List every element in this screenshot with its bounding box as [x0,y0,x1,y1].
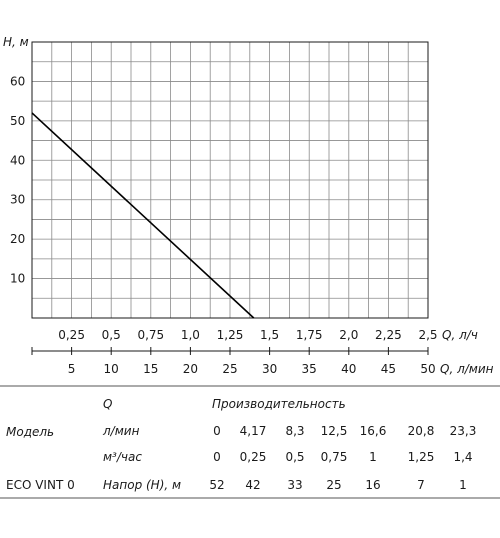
cell-flow-m3-hour: 1 [369,450,377,464]
unit-m3-hour: м³/час [103,450,142,464]
model-label: Модель [6,425,54,439]
performance-table: Q Производительность Модель л/мин м³/час… [0,385,500,499]
y-axis-label: H, м [3,35,29,49]
x-top-tick-label: 1,25 [217,328,244,342]
y-tick-label: 40 [10,153,25,167]
cell-head-m: 33 [287,478,302,492]
cell-head-m: 16 [365,478,380,492]
cell-flow-l-min: 20,8 [408,424,435,438]
cell-flow-l-min: 16,6 [360,424,387,438]
x-top-tick-label: 0,5 [102,328,121,342]
x-axis-top-label: Q, л/ч [442,328,478,342]
performance-header: Производительность [212,397,346,411]
x-bottom-tick-label: 5 [68,362,76,376]
x-bottom-tick-label: 40 [341,362,356,376]
cell-flow-m3-hour: 0,75 [321,450,348,464]
cell-flow-l-min: 4,17 [240,424,267,438]
unit-l-min: л/мин [102,424,140,438]
x-bottom-tick-label: 30 [262,362,277,376]
q-label: Q [103,397,112,411]
y-tick-label: 30 [10,193,25,207]
plot-frame [31,41,429,319]
x-bottom-tick-label: 50 [420,362,435,376]
cell-head-m: 7 [417,478,425,492]
chart-labels: H, м Q, л/ч Q, л/мин 10 20 30 40 50 60 0,25 0,5… [3,35,494,376]
x-bottom-tick-label: 45 [381,362,396,376]
y-tick-label: 60 [10,74,25,88]
x-top-tick-label: 1,5 [260,328,279,342]
x-bottom-tick-label: 35 [302,362,317,376]
x-top-tick-label: 0,75 [137,328,164,342]
x-bottom-tick-label: 20 [183,362,198,376]
model-name: ECO VINT 0 [6,478,75,492]
x-bottom-tick-label: 10 [104,362,119,376]
y-tick-label: 50 [10,114,25,128]
x-top-tick-label: 2,5 [418,328,437,342]
cell-flow-m3-hour: 0,5 [285,450,304,464]
cell-flow-l-min: 8,3 [285,424,304,438]
x-top-tick-label: 0,25 [58,328,85,342]
cell-head-m: 42 [245,478,260,492]
cell-head-m: 1 [459,478,467,492]
chart-grid [32,42,428,318]
x-bottom-tick-label: 25 [222,362,237,376]
cell-flow-l-min: 23,3 [450,424,477,438]
cell-flow-m3-hour: 0,25 [240,450,267,464]
x-top-tick-label: 2,0 [339,328,358,342]
table-values: 0 4,17 8,3 12,5 16,6 20,8 23,3 0 0,25 0,5 0,75 1 1,2… [209,424,476,492]
x-bottom-tick-label: 15 [143,362,158,376]
cell-head-m: 25 [326,478,341,492]
x-top-tick-label: 2,25 [375,328,402,342]
cell-flow-l-min: 12,5 [321,424,348,438]
x-axis-bottom-label: Q, л/мин [440,362,494,376]
y-tick-label: 10 [10,272,25,286]
cell-flow-m3-hour: 1,25 [408,450,435,464]
pump-curve-line [31,112,255,319]
unit-head: Напор (Н), м [103,478,181,492]
cell-flow-m3-hour: 1,4 [453,450,472,464]
x-top-tick-label: 1,75 [296,328,323,342]
chart-marks [31,112,255,319]
cell-flow-l-min: 0 [213,424,221,438]
y-tick-label: 20 [10,232,25,246]
cell-flow-m3-hour: 0 [213,450,221,464]
cell-head-m: 52 [209,478,224,492]
x-top-tick-label: 1,0 [181,328,200,342]
